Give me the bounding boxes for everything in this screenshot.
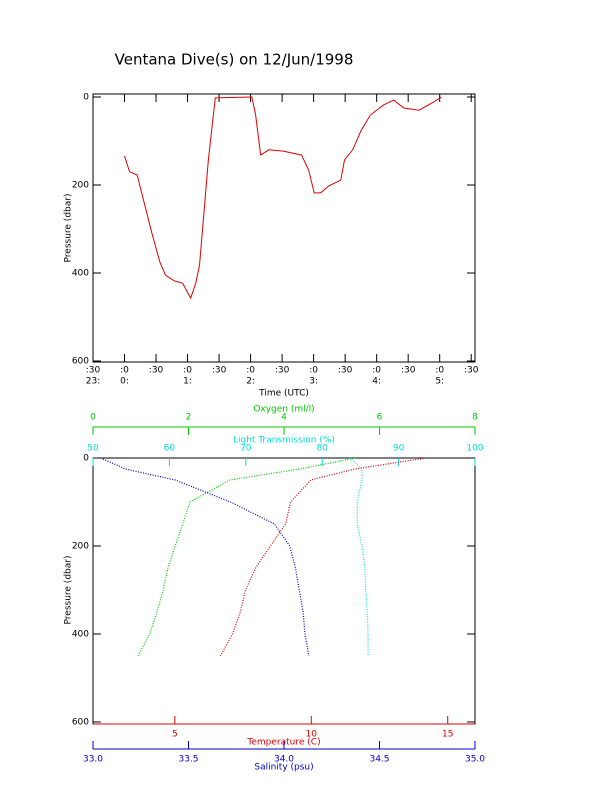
x-tick-label: 100 [466, 444, 483, 454]
profile-line [349, 457, 369, 656]
y-tick-label: 600 [72, 718, 89, 728]
x-tick-label: :0 [372, 366, 381, 376]
plot-frame [92, 457, 476, 725]
y-tick-label: 400 [72, 269, 89, 279]
x-tick-label: 0 [90, 413, 96, 423]
x-tick-label: 34.5 [369, 755, 389, 765]
x-tick-label: 5 [172, 730, 178, 740]
x-tick-label: :30 [212, 366, 227, 376]
plot-frame [92, 93, 476, 363]
x-tick-label: 8 [472, 413, 478, 423]
x-tick-label: 90 [393, 444, 405, 454]
x-tick-label: 2: [246, 377, 255, 387]
x-tick-label: 10 [306, 730, 318, 740]
y-tick-label: 200 [72, 181, 89, 191]
data-line [124, 96, 442, 300]
x-tick-label: :30 [338, 366, 353, 376]
x-tick-label: 2 [186, 413, 192, 423]
y-tick-label: 0 [83, 93, 89, 103]
x-tick-label: 15 [442, 730, 453, 740]
x-tick-label: :30 [401, 366, 416, 376]
x-tick-label: 80 [316, 444, 328, 454]
chart-title: Ventana Dive(s) on 12/Jun/1998 [115, 51, 354, 69]
x-axis-title: Time (UTC) [258, 389, 309, 399]
y-axis-title: Pressure (dbar) [64, 556, 74, 625]
x-tick-label: 23: [86, 377, 100, 387]
profile-line [100, 457, 310, 657]
x-tick-label: :0 [309, 366, 318, 376]
x-tick-label: 1: [183, 377, 192, 387]
x-tick-label: 0: [120, 377, 129, 387]
y-tick-label: 600 [72, 357, 89, 367]
x-tick-label: 4 [281, 413, 287, 423]
axis-title: Light Transmission (%) [233, 436, 335, 446]
x-tick-label: :0 [183, 366, 192, 376]
profile-line [137, 457, 356, 657]
axis-title: Salinity (psu) [254, 763, 313, 773]
x-tick-label: 70 [240, 444, 252, 454]
y-tick-label: 400 [72, 630, 89, 640]
x-tick-label: :30 [464, 366, 479, 376]
x-tick-label: 6 [377, 413, 383, 423]
x-tick-label: 50 [87, 444, 99, 454]
x-tick-label: 3: [309, 377, 318, 387]
profile-line [219, 457, 426, 657]
x-tick-label: 4: [372, 377, 381, 387]
y-tick-label: 0 [83, 454, 89, 464]
x-tick-label: 33.0 [83, 755, 103, 765]
x-tick-label: 60 [164, 444, 176, 454]
x-tick-label: 33.5 [178, 755, 198, 765]
y-tick-label: 200 [72, 542, 89, 552]
x-tick-label: 5: [435, 377, 444, 387]
x-tick-label: :30 [86, 366, 101, 376]
x-tick-label: :30 [275, 366, 290, 376]
x-tick-label: :0 [246, 366, 255, 376]
x-tick-label: 35.0 [465, 755, 485, 765]
y-axis-title: Pressure (dbar) [64, 194, 74, 263]
x-tick-label: :0 [120, 366, 129, 376]
x-tick-label: 34.0 [274, 755, 294, 765]
x-tick-label: :0 [435, 366, 444, 376]
x-tick-label: :30 [149, 366, 164, 376]
axis-title: Oxygen (ml/l) [253, 405, 314, 415]
